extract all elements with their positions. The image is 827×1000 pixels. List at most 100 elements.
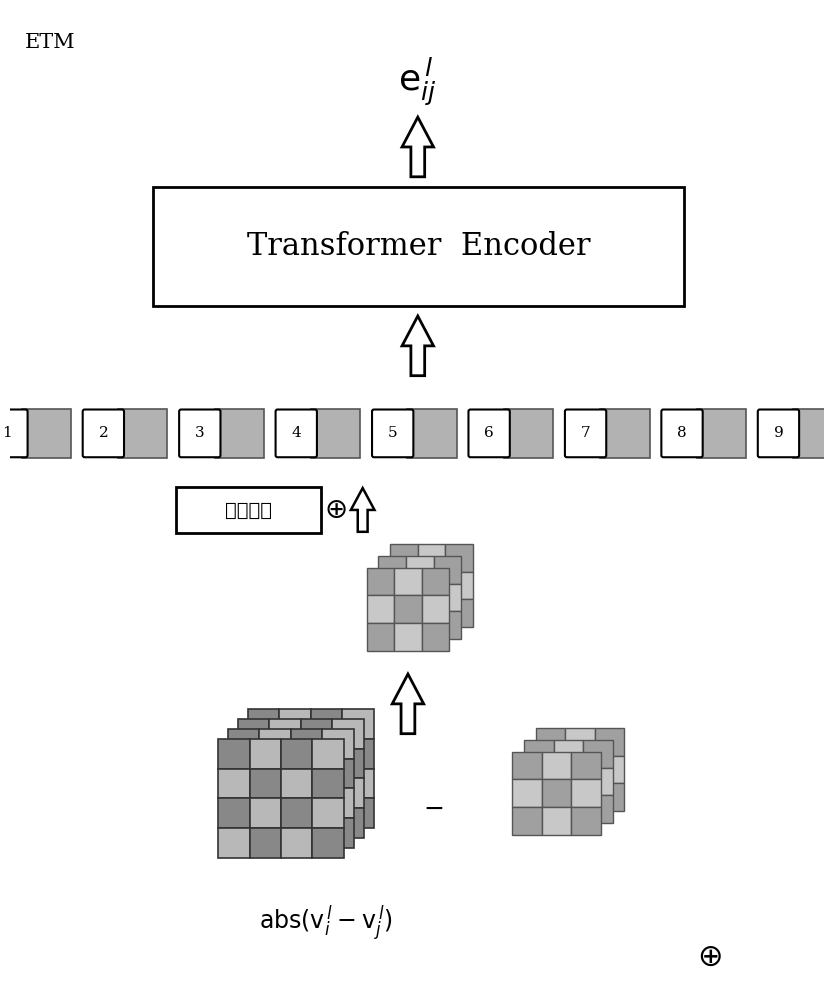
Bar bbox=[566, 783, 595, 811]
Bar bbox=[553, 768, 583, 795]
Bar bbox=[247, 798, 279, 828]
Bar bbox=[313, 798, 344, 828]
Bar bbox=[390, 544, 418, 572]
Bar bbox=[418, 572, 446, 599]
Bar bbox=[542, 807, 571, 835]
Text: 8: 8 bbox=[677, 426, 687, 440]
Text: ETM: ETM bbox=[25, 33, 75, 52]
Bar bbox=[390, 572, 418, 599]
Bar bbox=[247, 739, 279, 769]
Bar bbox=[366, 568, 394, 595]
Bar bbox=[247, 768, 279, 798]
Bar bbox=[218, 828, 250, 858]
Polygon shape bbox=[402, 316, 433, 376]
Text: $\mathrm{e}_{ij}^{\,l}$: $\mathrm{e}_{ij}^{\,l}$ bbox=[399, 56, 437, 108]
FancyBboxPatch shape bbox=[179, 410, 221, 457]
Bar bbox=[379, 556, 406, 584]
Bar bbox=[237, 749, 269, 778]
Bar bbox=[301, 719, 332, 749]
Bar bbox=[433, 611, 461, 639]
Bar bbox=[323, 788, 354, 818]
Bar bbox=[342, 798, 374, 828]
Bar bbox=[269, 719, 301, 749]
FancyBboxPatch shape bbox=[83, 410, 124, 457]
Bar bbox=[310, 709, 342, 739]
Bar bbox=[332, 778, 364, 808]
Text: $\mathrm{abs}(\mathrm{v}_{i}^{\,l}-\mathrm{v}_{j}^{\,l})$: $\mathrm{abs}(\mathrm{v}_{i}^{\,l}-\math… bbox=[259, 903, 392, 943]
Bar bbox=[291, 818, 323, 848]
Text: 位置编码: 位置编码 bbox=[225, 500, 272, 519]
Bar bbox=[260, 759, 291, 788]
Bar bbox=[323, 729, 354, 759]
Bar bbox=[269, 749, 301, 778]
Bar bbox=[301, 808, 332, 838]
Bar bbox=[237, 778, 269, 808]
Bar bbox=[406, 556, 433, 584]
Bar bbox=[218, 798, 250, 828]
Bar bbox=[542, 752, 571, 779]
Bar bbox=[332, 808, 364, 838]
Bar bbox=[446, 544, 473, 572]
Bar bbox=[571, 807, 601, 835]
Bar bbox=[433, 584, 461, 611]
Bar bbox=[524, 768, 553, 795]
Bar bbox=[279, 768, 310, 798]
Bar bbox=[218, 768, 250, 798]
Bar bbox=[250, 768, 281, 798]
Bar bbox=[310, 739, 342, 769]
Text: $\oplus$: $\oplus$ bbox=[324, 496, 347, 524]
Bar bbox=[536, 756, 566, 783]
Bar bbox=[175, 487, 322, 533]
Text: 9: 9 bbox=[773, 426, 783, 440]
Text: $\oplus$: $\oplus$ bbox=[696, 943, 721, 972]
Bar bbox=[153, 187, 685, 306]
Bar bbox=[291, 788, 323, 818]
Text: Transformer  Encoder: Transformer Encoder bbox=[247, 231, 590, 262]
Bar bbox=[310, 768, 342, 798]
Bar bbox=[291, 759, 323, 788]
Bar bbox=[332, 719, 364, 749]
Bar bbox=[536, 728, 566, 756]
Bar bbox=[394, 623, 422, 651]
Bar bbox=[310, 798, 342, 828]
Bar bbox=[595, 728, 624, 756]
Bar bbox=[366, 623, 394, 651]
Bar bbox=[406, 611, 433, 639]
Bar bbox=[291, 729, 323, 759]
Bar bbox=[313, 828, 344, 858]
Text: 1: 1 bbox=[2, 426, 12, 440]
Bar bbox=[408, 409, 457, 458]
Bar bbox=[536, 783, 566, 811]
FancyBboxPatch shape bbox=[0, 410, 27, 457]
FancyBboxPatch shape bbox=[275, 410, 317, 457]
Bar bbox=[228, 818, 260, 848]
Bar bbox=[311, 409, 361, 458]
Bar bbox=[512, 807, 542, 835]
Bar bbox=[301, 749, 332, 778]
Bar bbox=[390, 599, 418, 627]
Bar bbox=[228, 788, 260, 818]
Bar bbox=[260, 788, 291, 818]
Bar bbox=[250, 798, 281, 828]
Bar bbox=[422, 595, 449, 623]
Bar bbox=[394, 595, 422, 623]
Bar bbox=[342, 768, 374, 798]
Bar bbox=[422, 568, 449, 595]
Bar bbox=[583, 768, 613, 795]
Bar bbox=[595, 756, 624, 783]
Text: $-$: $-$ bbox=[423, 796, 443, 820]
Bar bbox=[379, 611, 406, 639]
Bar bbox=[524, 740, 553, 768]
Bar bbox=[422, 623, 449, 651]
Text: 7: 7 bbox=[581, 426, 590, 440]
Bar bbox=[260, 818, 291, 848]
Bar bbox=[269, 778, 301, 808]
Bar bbox=[418, 599, 446, 627]
Bar bbox=[566, 728, 595, 756]
Text: 6: 6 bbox=[485, 426, 494, 440]
Bar bbox=[366, 595, 394, 623]
Bar bbox=[583, 795, 613, 823]
Bar bbox=[237, 719, 269, 749]
Bar bbox=[566, 756, 595, 783]
Bar bbox=[342, 709, 374, 739]
